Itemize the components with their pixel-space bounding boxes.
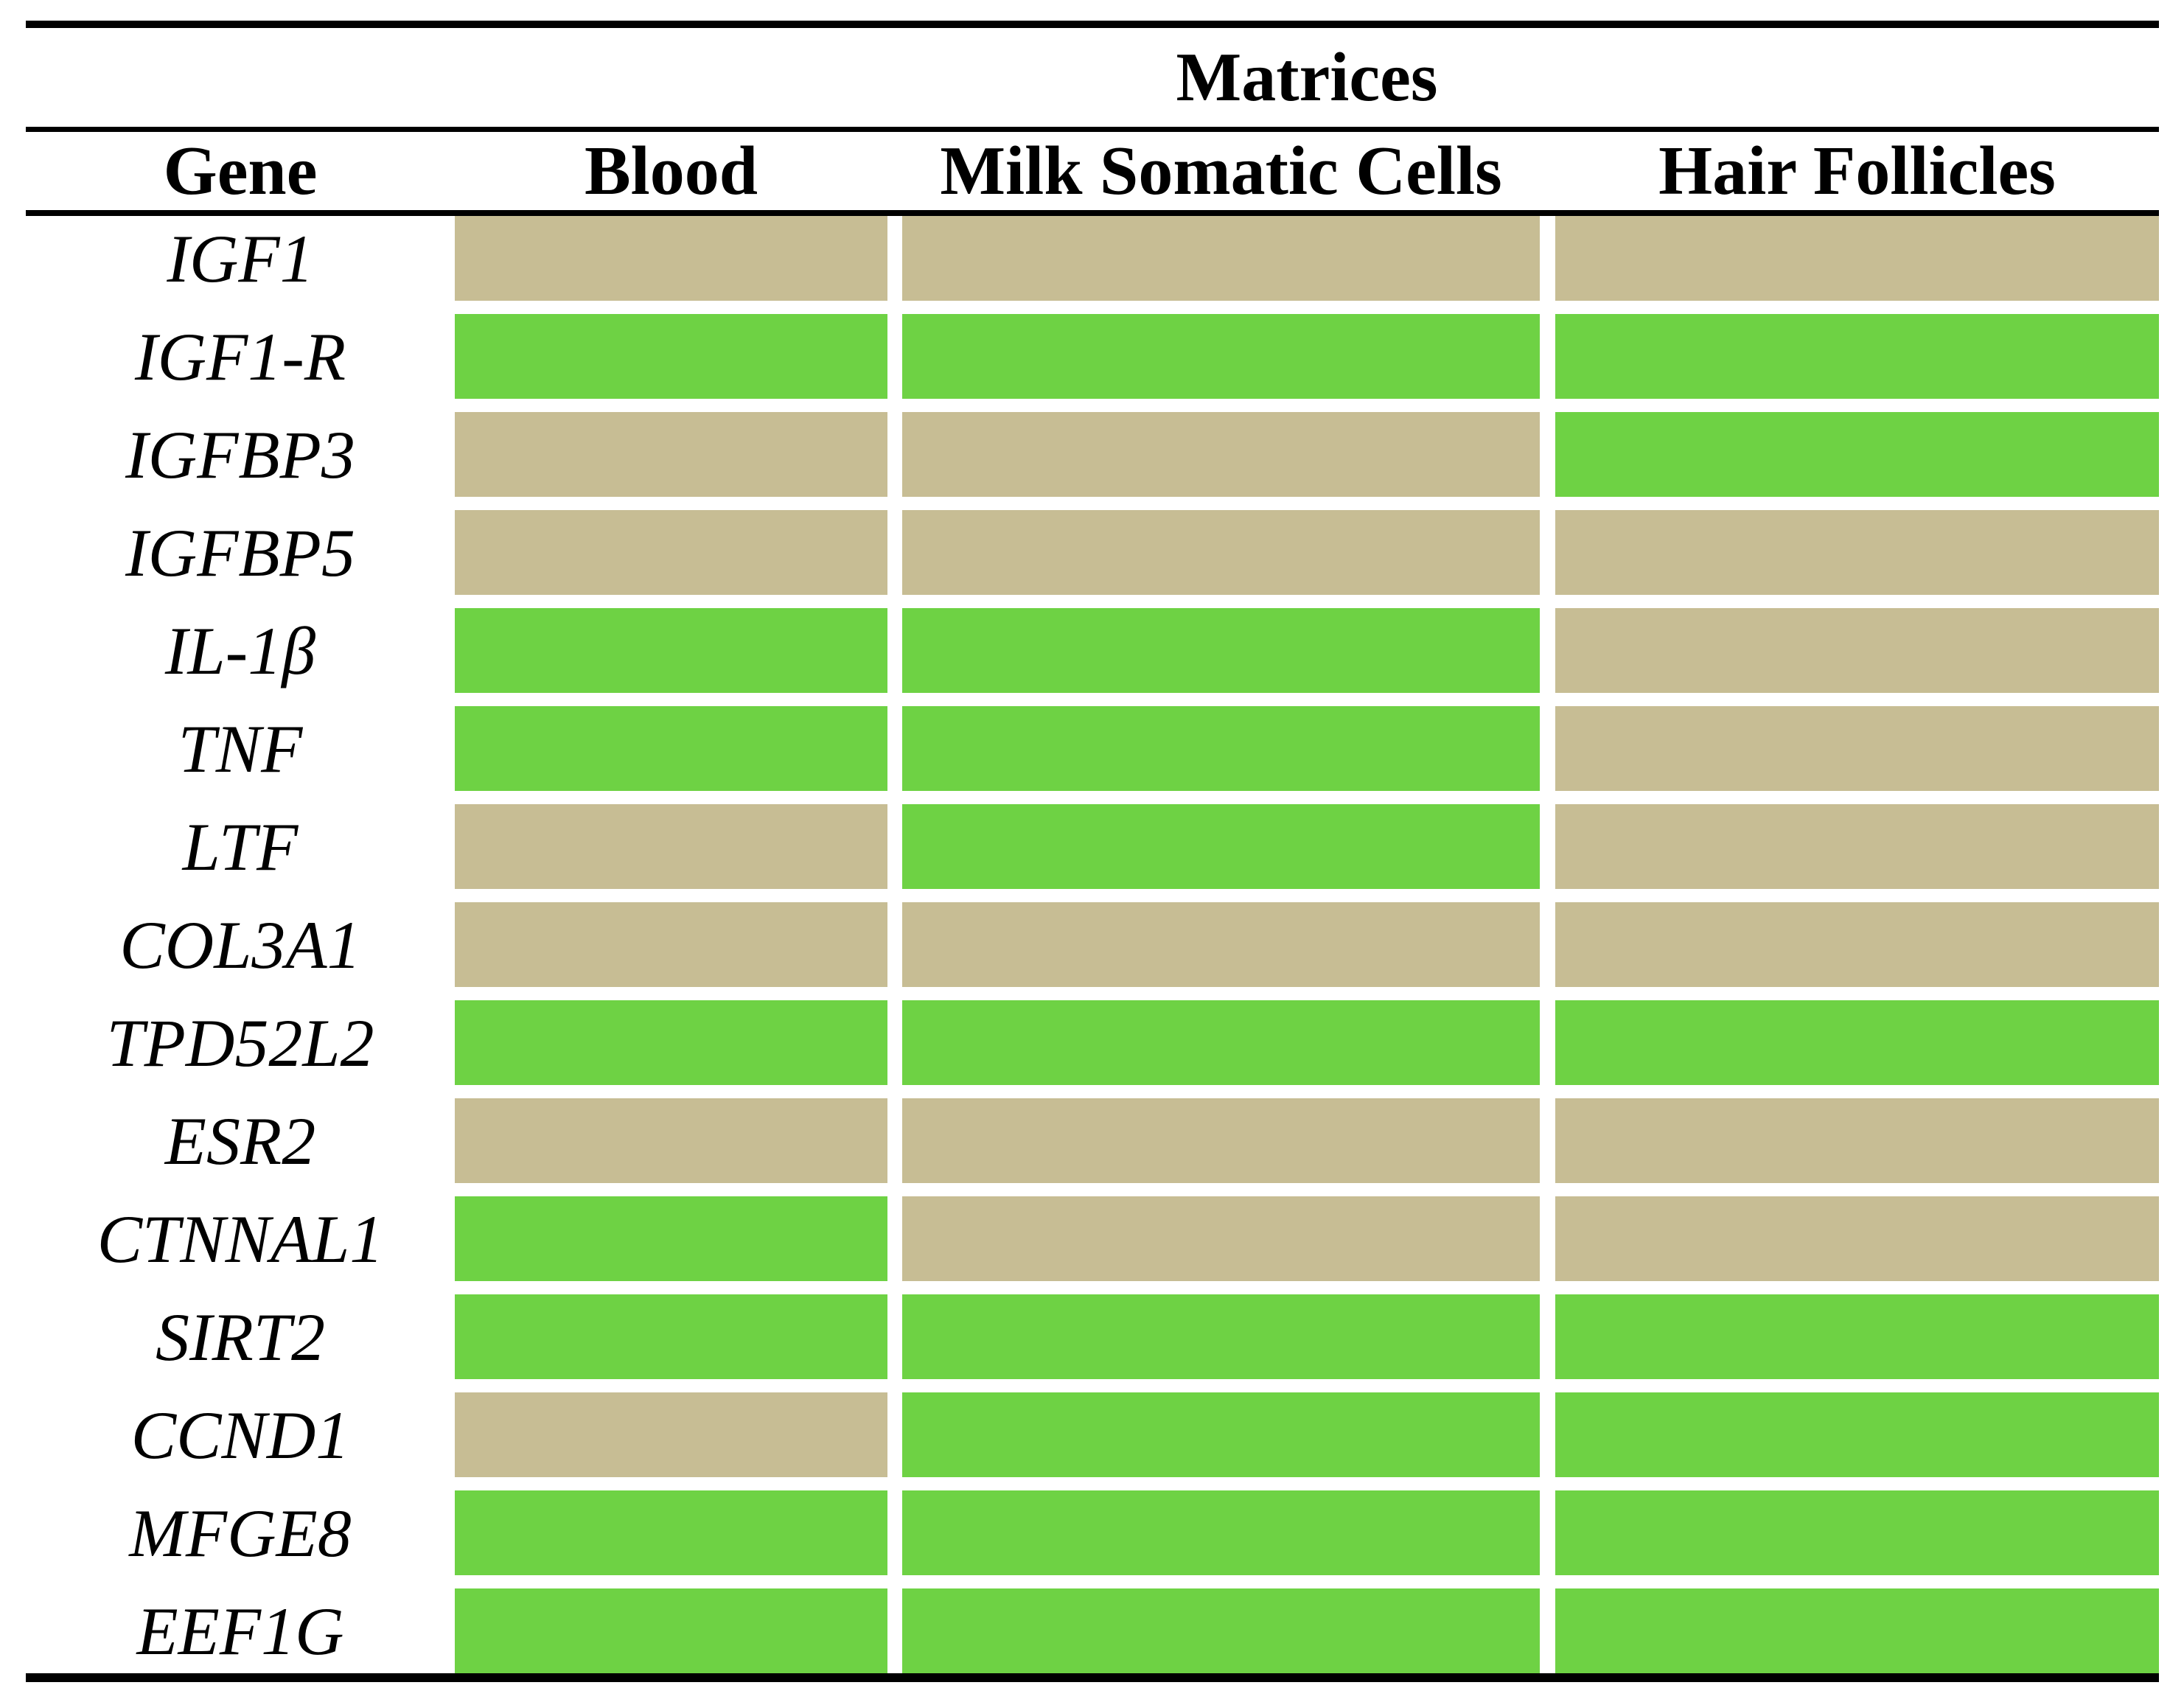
- table-row-CCND1: CCND1: [26, 1392, 2159, 1477]
- matrices-title: Matrices: [1176, 39, 1438, 116]
- cell-IL-1β-milk-detected: [902, 608, 1540, 693]
- table-row-IL-1β: IL-1β: [26, 608, 2159, 693]
- cell-TNF-blood-detected: [455, 706, 887, 791]
- bottom-rule: [26, 1673, 2159, 1682]
- cell-IGFBP5-blood-not-detected: [455, 510, 887, 595]
- cell-COL3A1-milk-not-detected: [902, 902, 1540, 987]
- table-row-CTNNAL1: CTNNAL1: [26, 1196, 2159, 1281]
- cell-ESR2-milk-not-detected: [902, 1098, 1540, 1183]
- cell-LTF-milk-detected: [902, 804, 1540, 889]
- table-row-IGFBP3: IGFBP3: [26, 412, 2159, 497]
- cell-CTNNAL1-milk-not-detected: [902, 1196, 1540, 1281]
- cell-IGF1-R-milk-detected: [902, 314, 1540, 399]
- matrices-header-row: Matrices: [26, 28, 2159, 127]
- table-row-SIRT2: SIRT2: [26, 1294, 2159, 1379]
- gene-matrices-table: Matrices Gene Blood Milk Somatic Cells H…: [26, 21, 2159, 1682]
- gene-label: CCND1: [130, 1397, 350, 1473]
- gene-label: IGF1: [167, 220, 314, 296]
- column-header-gene: Gene: [163, 133, 318, 209]
- cell-IGF1-R-hair-detected: [1555, 314, 2159, 399]
- gene-label: TNF: [178, 711, 303, 787]
- gene-label: TPD52L2: [106, 1005, 374, 1081]
- column-header-hair-follicles: Hair Follicles: [1658, 133, 2056, 209]
- cell-SIRT2-blood-detected: [455, 1294, 887, 1379]
- column-header-milk-somatic-cells: Milk Somatic Cells: [940, 133, 1502, 209]
- table-row-IGFBP5: IGFBP5: [26, 510, 2159, 595]
- cell-COL3A1-blood-not-detected: [455, 902, 887, 987]
- cell-TNF-milk-detected: [902, 706, 1540, 791]
- gene-label: SIRT2: [156, 1299, 325, 1375]
- cell-CTNNAL1-hair-not-detected: [1555, 1196, 2159, 1281]
- gene-label: LTF: [182, 809, 299, 885]
- cell-IGF1-R-blood-detected: [455, 314, 887, 399]
- cell-CCND1-milk-detected: [902, 1392, 1540, 1477]
- cell-CTNNAL1-blood-detected: [455, 1196, 887, 1281]
- cell-TPD52L2-hair-detected: [1555, 1000, 2159, 1085]
- cell-IGF1-blood-not-detected: [455, 216, 887, 301]
- cell-IL-1β-blood-detected: [455, 608, 887, 693]
- table-row-IGF1: IGF1: [26, 216, 2159, 301]
- column-header-row: Gene Blood Milk Somatic Cells Hair Folli…: [26, 132, 2159, 210]
- table-row-TNF: TNF: [26, 706, 2159, 791]
- gene-label: IGFBP3: [125, 416, 355, 492]
- table-row-ESR2: ESR2: [26, 1098, 2159, 1183]
- table-row-MFGE8: MFGE8: [26, 1490, 2159, 1575]
- column-header-blood: Blood: [584, 133, 758, 209]
- rule-under-headers: [26, 210, 2159, 216]
- top-rule: [26, 21, 2159, 28]
- cell-EEF1G-milk-detected: [902, 1588, 1540, 1673]
- cell-IGFBP5-hair-not-detected: [1555, 510, 2159, 595]
- cell-ESR2-blood-not-detected: [455, 1098, 887, 1183]
- cell-TNF-hair-not-detected: [1555, 706, 2159, 791]
- cell-IGFBP3-blood-not-detected: [455, 412, 887, 497]
- gene-label: ESR2: [164, 1103, 316, 1179]
- cell-IGF1-milk-not-detected: [902, 216, 1540, 301]
- rule-under-matrices: [26, 127, 2159, 132]
- cell-SIRT2-hair-detected: [1555, 1294, 2159, 1379]
- cell-IGFBP5-milk-not-detected: [902, 510, 1540, 595]
- gene-label: IL-1β: [164, 613, 316, 688]
- gene-label: IGFBP5: [125, 515, 355, 590]
- table-row-COL3A1: COL3A1: [26, 902, 2159, 987]
- cell-LTF-hair-not-detected: [1555, 804, 2159, 889]
- table-row-TPD52L2: TPD52L2: [26, 1000, 2159, 1085]
- gene-label: CTNNAL1: [97, 1201, 384, 1277]
- cell-TPD52L2-milk-detected: [902, 1000, 1540, 1085]
- table-row-IGF1-R: IGF1-R: [26, 314, 2159, 399]
- cell-IGF1-hair-not-detected: [1555, 216, 2159, 301]
- gene-label: COL3A1: [119, 907, 361, 983]
- gene-label: MFGE8: [129, 1495, 352, 1571]
- gene-label: EEF1G: [136, 1593, 344, 1669]
- cell-MFGE8-hair-detected: [1555, 1490, 2159, 1575]
- table-row-LTF: LTF: [26, 804, 2159, 889]
- cell-EEF1G-hair-detected: [1555, 1588, 2159, 1673]
- cell-EEF1G-blood-detected: [455, 1588, 887, 1673]
- cell-MFGE8-blood-detected: [455, 1490, 887, 1575]
- cell-CCND1-hair-detected: [1555, 1392, 2159, 1477]
- cell-SIRT2-milk-detected: [902, 1294, 1540, 1379]
- gene-label: IGF1-R: [134, 318, 346, 394]
- table-row-EEF1G: EEF1G: [26, 1588, 2159, 1673]
- cell-ESR2-hair-not-detected: [1555, 1098, 2159, 1183]
- cell-TPD52L2-blood-detected: [455, 1000, 887, 1085]
- cell-MFGE8-milk-detected: [902, 1490, 1540, 1575]
- cell-IGFBP3-hair-detected: [1555, 412, 2159, 497]
- cell-CCND1-blood-not-detected: [455, 1392, 887, 1477]
- cell-COL3A1-hair-not-detected: [1555, 902, 2159, 987]
- table-body: IGF1 IGF1-R IGFBP3 IGFBP5 IL-1β TNF LTF: [26, 216, 2159, 1673]
- cell-IGFBP3-milk-not-detected: [902, 412, 1540, 497]
- cell-LTF-blood-not-detected: [455, 804, 887, 889]
- cell-IL-1β-hair-not-detected: [1555, 608, 2159, 693]
